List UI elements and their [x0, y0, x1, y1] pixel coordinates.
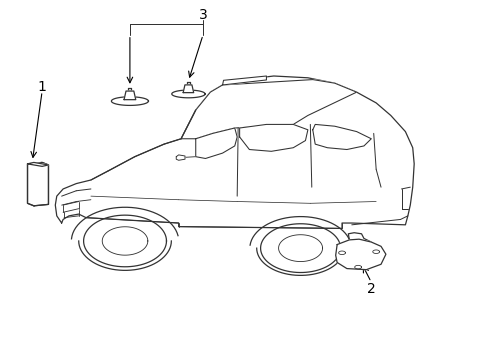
Polygon shape: [124, 91, 136, 100]
Polygon shape: [111, 97, 148, 105]
Polygon shape: [335, 239, 385, 270]
Polygon shape: [183, 85, 193, 93]
Polygon shape: [176, 155, 184, 160]
Text: 1: 1: [38, 80, 46, 94]
Polygon shape: [27, 162, 48, 206]
Polygon shape: [222, 76, 266, 85]
Text: 2: 2: [366, 282, 375, 296]
Polygon shape: [239, 125, 307, 151]
Polygon shape: [27, 162, 48, 166]
Polygon shape: [171, 90, 204, 98]
Text: 3: 3: [198, 8, 207, 22]
Polygon shape: [195, 128, 237, 158]
Polygon shape: [312, 125, 370, 149]
Polygon shape: [181, 80, 356, 139]
